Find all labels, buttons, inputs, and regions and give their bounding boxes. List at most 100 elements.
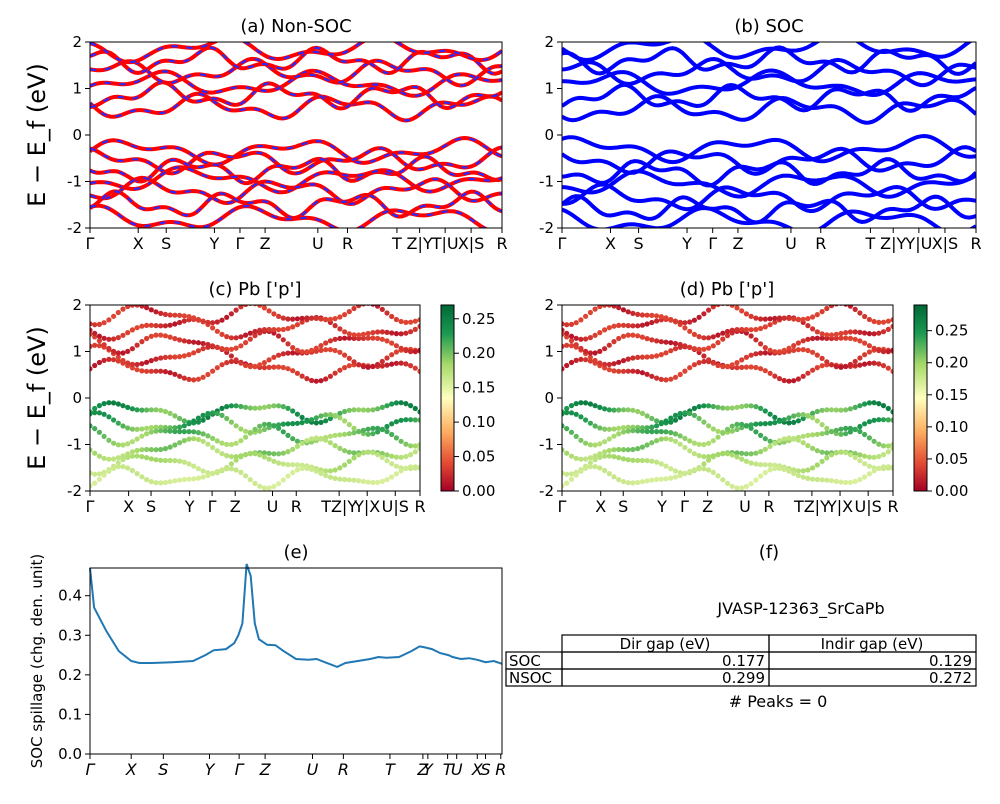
- scatter-point: [654, 353, 660, 359]
- scatter-point: [654, 375, 660, 381]
- scatter-point: [776, 376, 783, 382]
- scatter-point: [743, 423, 750, 429]
- scatter-point: [351, 450, 357, 456]
- scatter-point: [758, 341, 764, 347]
- table-header-dir-gap: Dir gap (eV): [620, 635, 711, 653]
- band-line-dash: [90, 155, 502, 185]
- scatter-point: [838, 330, 844, 337]
- scatter-point: [885, 405, 891, 412]
- scatter-point: [417, 323, 420, 329]
- scatter-point: [299, 440, 305, 446]
- scatter-point: [247, 336, 253, 342]
- scatter-point: [668, 475, 674, 481]
- scatter-point: [852, 454, 858, 461]
- scatter-point: [417, 368, 420, 374]
- scatter-point: [290, 368, 296, 374]
- scatter-point: [715, 451, 721, 458]
- scatter-point: [871, 417, 877, 423]
- scatter-point: [129, 449, 135, 455]
- scatter-point: [753, 421, 759, 427]
- scatter-point: [261, 404, 267, 410]
- scatter-point: [139, 474, 145, 480]
- scatter-point: [795, 347, 802, 353]
- scatter-point: [177, 312, 183, 318]
- scatter-point: [290, 316, 296, 322]
- scatter-point: [597, 425, 603, 431]
- scatter-point: [620, 429, 627, 435]
- scatter-point: [758, 421, 764, 427]
- scatter-point: [167, 444, 173, 450]
- scatter-point: [332, 413, 338, 419]
- scatter-point: [276, 364, 282, 370]
- scatter-point: [819, 331, 825, 337]
- scatter-point: [342, 431, 348, 437]
- scatter-point: [243, 434, 249, 440]
- scatter-point: [370, 335, 376, 341]
- scatter-point: [393, 471, 399, 477]
- scatter-point: [219, 451, 225, 457]
- scatter-point: [106, 437, 112, 443]
- scatter-point: [620, 333, 627, 339]
- scatter-point: [562, 423, 565, 429]
- scatter-point: [191, 350, 197, 356]
- scatter-point: [257, 483, 263, 489]
- scatter-point: [866, 331, 873, 337]
- scatter-point: [375, 361, 381, 368]
- scatter-point: [729, 305, 735, 308]
- scatter-point: [753, 429, 759, 435]
- scatter-point: [96, 338, 102, 344]
- scatter-point: [115, 420, 121, 426]
- scatter-point: [739, 456, 745, 462]
- scatter-point: [649, 429, 655, 435]
- scatter-point: [261, 327, 267, 333]
- scatter-point: [177, 373, 183, 379]
- scatter-point: [781, 466, 787, 472]
- y-tick-label: 1: [72, 343, 82, 361]
- scatter-point: [734, 365, 740, 371]
- scatter-point: [393, 331, 399, 337]
- scatter-point: [257, 452, 263, 458]
- scatter-point: [578, 317, 584, 323]
- scatter-point: [658, 314, 664, 320]
- scatter-point: [337, 326, 343, 332]
- scatter-point: [323, 472, 329, 479]
- scatter-point: [758, 366, 764, 372]
- scatter-point: [379, 363, 385, 369]
- scatter-point: [857, 428, 863, 435]
- scatter-point: [257, 405, 263, 411]
- scatter-point: [753, 404, 759, 410]
- scatter-point: [602, 453, 608, 459]
- scatter-point: [271, 483, 277, 490]
- scatter-point: [205, 341, 211, 348]
- scatter-point: [578, 400, 584, 406]
- scatter-point: [701, 466, 707, 472]
- scatter-point: [568, 429, 575, 435]
- scatter-point: [299, 349, 305, 355]
- scatter-point: [370, 407, 376, 413]
- scatter-point: [630, 428, 636, 434]
- scatter-point: [767, 316, 773, 322]
- scatter-point: [625, 428, 631, 434]
- scatter-point: [668, 340, 674, 346]
- scatter-point: [762, 350, 768, 356]
- scatter-point: [120, 403, 126, 409]
- scatter-point: [597, 451, 603, 457]
- scatter-point: [290, 421, 296, 427]
- scatter-point: [795, 472, 802, 479]
- x-tick-label: X: [605, 234, 616, 253]
- scatter-point: [139, 305, 145, 309]
- band-line: [562, 133, 976, 165]
- scatter-point: [125, 454, 131, 460]
- scatter-point: [389, 431, 395, 438]
- scatter-point: [252, 363, 258, 369]
- scatter-point: [177, 458, 183, 464]
- scatter-point: [625, 480, 631, 486]
- scatter-point: [266, 308, 272, 314]
- scatter-point: [153, 323, 159, 329]
- scatter-point: [658, 339, 664, 345]
- scatter-point: [748, 313, 754, 319]
- scatter-point: [346, 477, 352, 483]
- scatter-point: [729, 423, 735, 429]
- scatter-point: [658, 429, 664, 435]
